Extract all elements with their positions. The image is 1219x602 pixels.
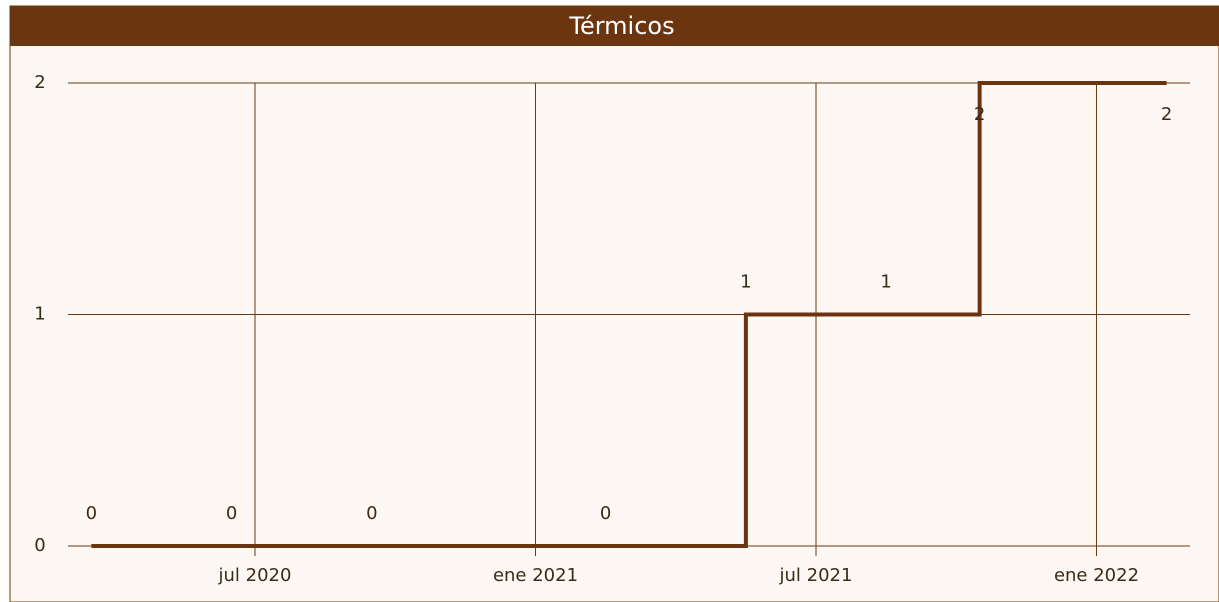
title-band [10,6,1219,46]
x-tick-label: jul 2021 [779,565,853,586]
data-label: 2 [1161,104,1172,125]
chart-background [9,5,1219,602]
data-label: 0 [600,503,611,524]
data-label: 1 [880,272,891,293]
y-tick-label: 1 [34,304,45,325]
chart-title: Térmicos [568,12,674,40]
data-label: 0 [86,503,97,524]
data-label: 0 [226,503,237,524]
x-tick-label: jul 2020 [218,565,292,586]
x-tick-label: ene 2022 [1054,565,1139,586]
x-tick-label: ene 2021 [493,565,578,586]
step-line [91,81,1167,548]
y-tick-label: 2 [34,72,45,93]
y-tick-label: 0 [34,535,45,556]
data-label: 2 [974,104,985,125]
data-label: 1 [740,272,751,293]
data-label: 0 [366,503,377,524]
